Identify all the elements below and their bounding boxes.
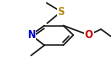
Text: N: N <box>27 30 35 40</box>
Text: S: S <box>57 7 65 17</box>
Text: O: O <box>85 30 93 40</box>
